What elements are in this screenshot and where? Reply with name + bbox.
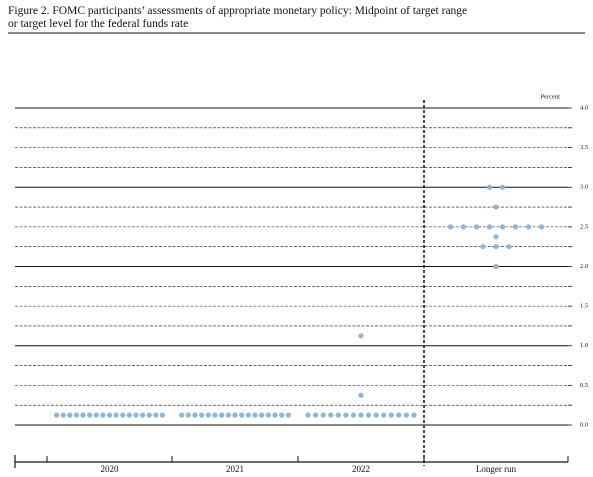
dot [506,244,512,250]
dot [335,412,341,418]
dot [252,412,258,418]
dot [499,224,506,230]
dot [126,412,132,418]
dot [411,412,417,418]
dot [480,244,486,250]
dot [305,412,311,418]
dot [381,412,387,418]
dot [473,224,480,230]
y-tick-label: 0.5 [580,382,588,389]
dot [245,412,251,418]
dot [525,224,532,230]
dot [373,412,379,418]
dot [179,412,185,418]
dot [225,412,231,418]
dot [100,412,106,418]
dot [199,412,205,418]
dot [232,412,238,418]
dot [106,412,113,418]
y-tick-label: 4.0 [580,104,588,111]
dot [358,333,364,339]
y-axis-label: Percent [541,93,561,100]
dot [285,412,291,418]
dot [93,412,99,418]
chart-subtitle: or target level for the federal funds ra… [8,18,188,30]
dot [499,184,506,190]
dot [486,224,493,230]
dot [328,412,334,418]
dot [146,412,152,418]
y-tick-label: 2.5 [580,223,588,230]
dot [80,412,86,418]
dot [396,412,402,418]
dot [60,412,66,418]
dot [153,412,159,418]
dot [272,412,278,418]
dot [139,412,146,418]
dot [447,224,454,230]
dot [358,412,364,418]
y-tick-label: 1.5 [580,303,588,310]
chart-title: Figure 2. FOMC participants’ assessments… [8,5,467,17]
dot [538,224,545,230]
x-tick-label: 2021 [226,464,244,474]
dot [87,412,93,418]
dot [205,412,211,418]
dot [113,412,119,418]
dot [493,244,499,250]
dot [388,412,394,418]
y-tick-label: 0.0 [580,421,588,428]
dot [313,412,319,418]
dot [239,412,245,418]
dot [358,392,364,398]
dot [185,412,191,418]
dot [133,412,139,418]
x-tick-label: 2022 [352,464,370,474]
x-tick-label: 2020 [101,464,120,474]
dot [212,412,218,418]
dot [67,412,73,418]
y-tick-label: 3.0 [580,184,588,191]
y-tick-label: 3.5 [580,144,588,151]
dot [403,412,409,418]
dot [486,184,493,190]
dot [493,234,499,240]
dot [265,412,271,418]
y-tick-label: 1.0 [580,342,588,349]
dot [343,412,349,418]
dot [512,224,519,230]
dot [159,412,166,418]
dot [219,412,225,418]
dot [279,412,285,418]
dot [320,412,326,418]
dot [53,412,60,418]
dot [192,412,198,418]
dot [73,412,80,418]
dot [365,412,372,418]
dot [493,263,499,270]
dot [350,412,357,418]
dot [460,224,467,230]
dot [259,412,265,418]
dot [120,412,126,418]
y-tick-label: 2.0 [580,263,588,270]
dot [493,204,499,210]
x-tick-label: Longer run [476,464,517,474]
